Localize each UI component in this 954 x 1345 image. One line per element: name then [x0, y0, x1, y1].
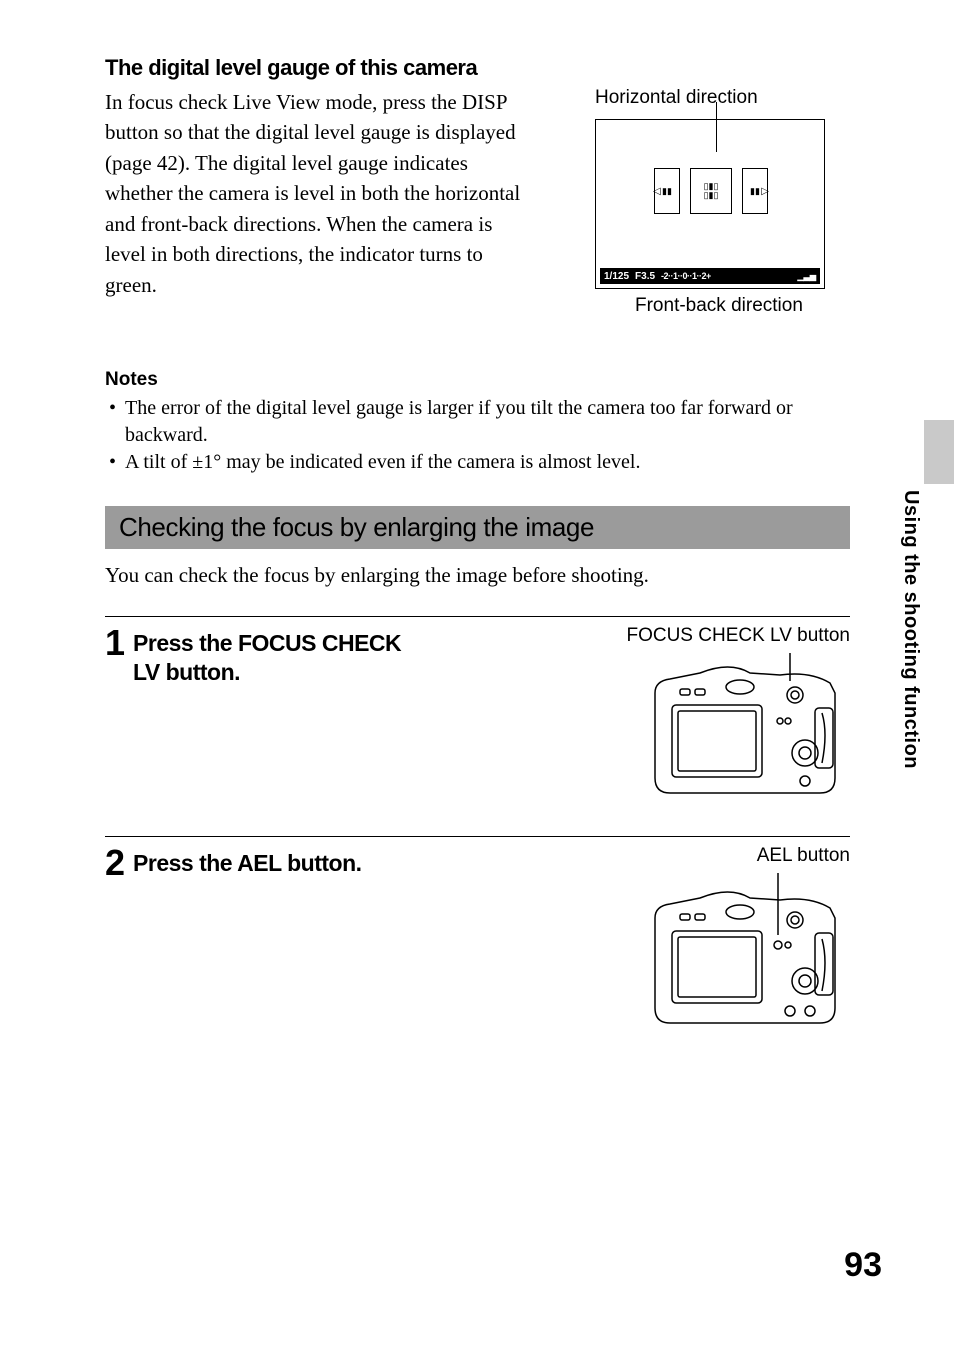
step-title: Press the FOCUS CHECK LV button. [133, 625, 433, 687]
gauge-center: ▯▮▯▯▮▯ [690, 168, 732, 214]
aperture-value: F3.5 [635, 271, 655, 282]
note-item: A tilt of ±1° may be indicated even if t… [105, 449, 850, 476]
focus-check-lv-caption: FOCUS CHECK LV button [545, 625, 850, 647]
ael-caption: AEL button [545, 845, 850, 867]
lcd-diagram: ▮▮ ▯▮▯▯▮▯ ▮▮ 1/125 F3.5 -2··1··0··1··2+ … [595, 119, 825, 289]
camera-back-illustration [640, 653, 850, 803]
signal-icon: ▁▃▅ [798, 272, 816, 281]
left-column: In focus check Live View mode, press the… [105, 87, 535, 317]
step-2: 2 Press the AEL button. AEL button [105, 837, 850, 1038]
shutter-speed: 1/125 [604, 271, 629, 282]
step-left: 1 Press the FOCUS CHECK LV button. [105, 625, 525, 808]
gauge-right: ▮▮ [742, 168, 768, 214]
step-left: 2 Press the AEL button. [105, 845, 525, 1038]
step-right: AEL button [545, 845, 850, 1038]
notes-list: The error of the digital level gauge is … [105, 395, 850, 476]
note-item: The error of the digital level gauge is … [105, 395, 850, 449]
page-content: The digital level gauge of this camera I… [105, 55, 850, 1038]
frontback-direction-label: Front-back direction [635, 295, 850, 317]
side-tab [924, 420, 954, 484]
gauge-left: ▮▮ [654, 168, 680, 214]
subsection-intro: You can check the focus by enlarging the… [105, 563, 850, 588]
lcd-status-bar: 1/125 F3.5 -2··1··0··1··2+ ▁▃▅ [600, 268, 820, 284]
step-title: Press the AEL button. [133, 845, 361, 878]
side-section-label: Using the shooting function [899, 490, 922, 769]
step-1: 1 Press the FOCUS CHECK LV button. FOCUS… [105, 617, 850, 808]
step-number: 1 [105, 625, 125, 661]
section-body: In focus check Live View mode, press the… [105, 87, 535, 300]
camera-back-illustration [640, 873, 850, 1033]
pointer-line-horizontal [716, 102, 717, 152]
gauge-row: ▮▮ ▯▮▯▯▮▯ ▮▮ [654, 168, 768, 214]
two-column-layout: In focus check Live View mode, press the… [105, 87, 850, 317]
page-number: 93 [844, 1246, 882, 1285]
section-heading: The digital level gauge of this camera [105, 55, 850, 81]
notes-block: Notes The error of the digital level gau… [105, 369, 850, 476]
notes-heading: Notes [105, 369, 850, 391]
step-number: 2 [105, 845, 125, 881]
horizontal-direction-label: Horizontal direction [595, 87, 850, 109]
step-right: FOCUS CHECK LV button [545, 625, 850, 808]
subsection-heading-bar: Checking the focus by enlarging the imag… [105, 506, 850, 549]
right-column: Horizontal direction ▮▮ ▯▮▯▯▮▯ ▮▮ 1/125 … [575, 87, 850, 317]
exposure-scale: -2··1··0··1··2+ [661, 271, 711, 281]
